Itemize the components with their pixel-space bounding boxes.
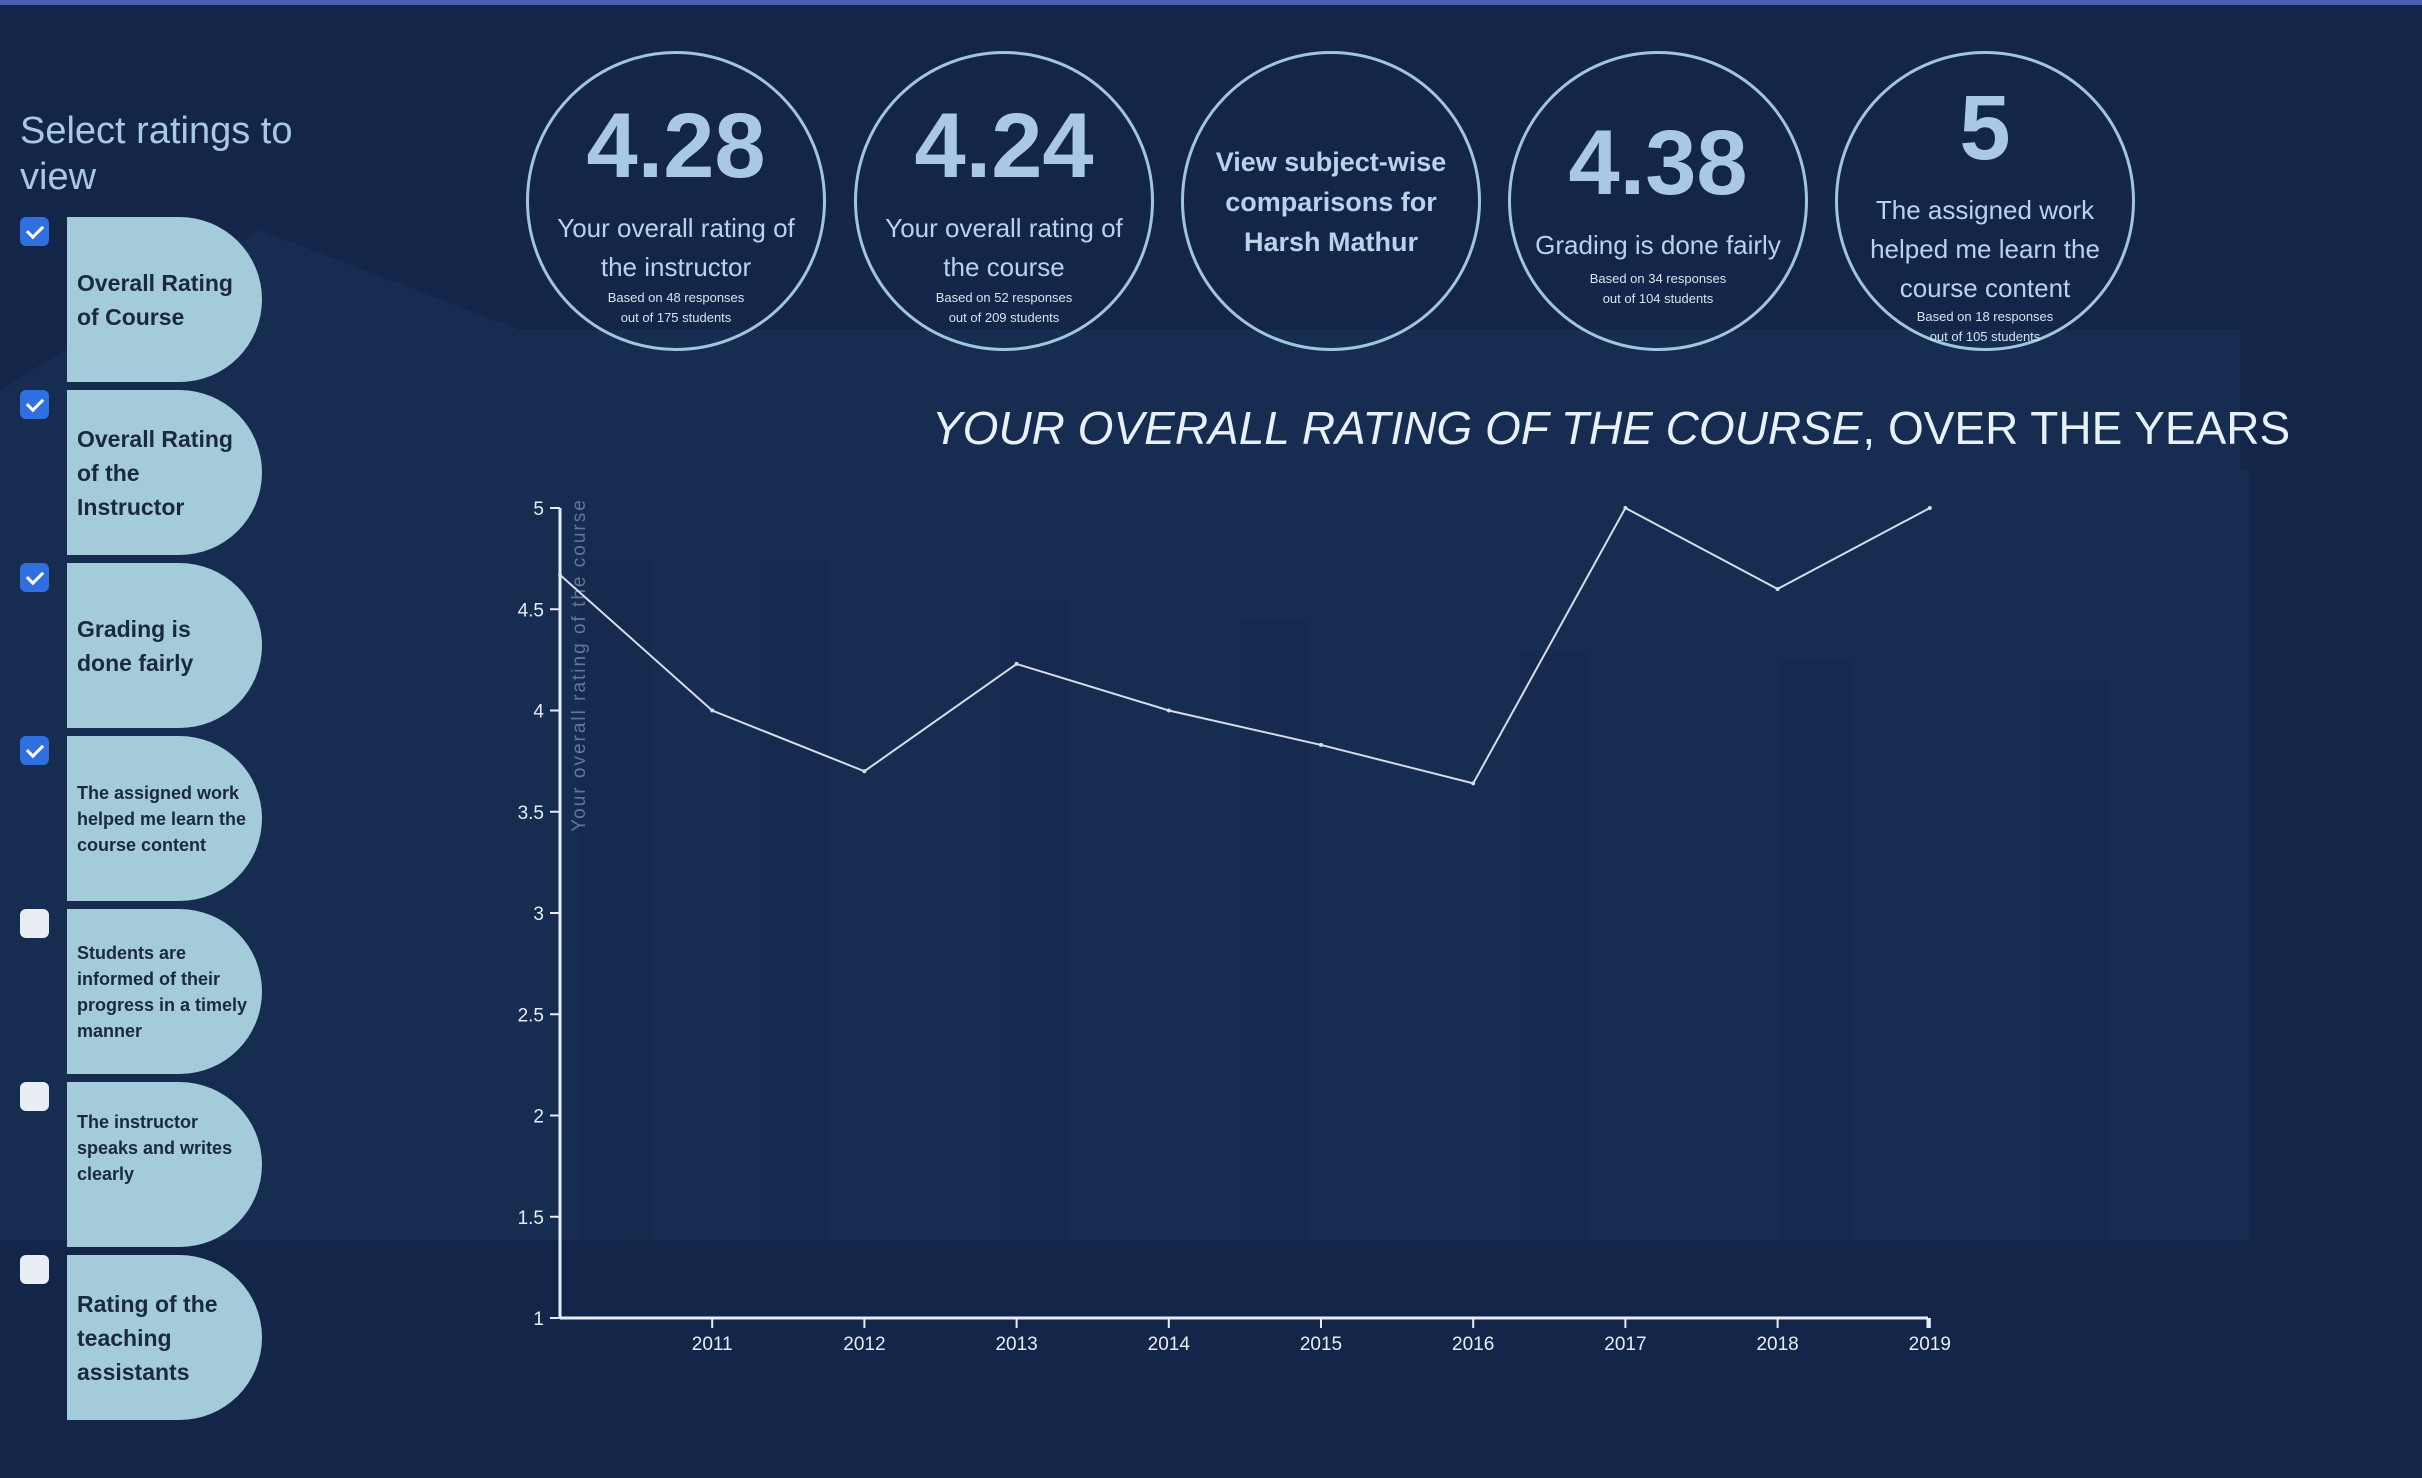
rating-pill-grading-fair[interactable]: Grading is done fairly: [67, 563, 262, 728]
rating-item-progress-informed[interactable]: Students are informed of their progress …: [20, 909, 270, 1074]
stat-students-note: out of 105 students: [1929, 329, 2041, 344]
y-tick-label: 3: [533, 904, 544, 925]
rating-pill-overall-instructor[interactable]: Overall Rating of the Instructor: [67, 390, 262, 555]
checkbox-overall-course[interactable]: [20, 217, 49, 246]
stat-responses-note: Based on 52 responses: [935, 290, 1073, 305]
y-tick-label: 1: [533, 1309, 544, 1330]
x-tick-label: 2011: [692, 1334, 733, 1355]
stat-label: Grading is done fairly: [1535, 230, 1781, 260]
rating-label: The assigned work helped me learn the co…: [77, 782, 247, 855]
stat-responses-note: Based on 34 responses: [1589, 271, 1727, 286]
rating-item-overall-instructor[interactable]: Overall Rating of the Instructor: [20, 390, 270, 555]
top-accent-bar: [0, 0, 2422, 5]
x-tick-label: 2015: [1300, 1334, 1342, 1355]
stat-students-note: out of 209 students: [948, 310, 1060, 325]
data-point: [558, 572, 562, 577]
stat-value: 4.24: [914, 95, 1094, 197]
rating-label: Grading is done fairly: [77, 615, 194, 676]
rating-item-overall-course[interactable]: Overall Rating of Course: [20, 217, 270, 382]
rating-label: Overall Rating of Course: [77, 269, 233, 330]
rating-label: Students are informed of their progress …: [77, 942, 248, 1041]
stat-students-note: out of 104 students: [1602, 291, 1714, 306]
y-tick-label: 1.5: [518, 1208, 544, 1229]
data-point: [1319, 742, 1323, 747]
stat-label: The assigned work helped me learn the co…: [1870, 195, 2100, 303]
y-tick-label: 4.5: [518, 600, 544, 621]
data-point: [1927, 506, 1932, 510]
data-point: [710, 708, 715, 713]
checkbox-assigned-work[interactable]: [20, 736, 49, 765]
stat-value: 4.38: [1568, 112, 1748, 214]
checkbox-speaks-clearly[interactable]: [20, 1082, 49, 1111]
rating-item-assigned-work[interactable]: The assigned work helped me learn the co…: [20, 736, 270, 901]
rating-pill-overall-course[interactable]: Overall Rating of Course: [67, 217, 262, 382]
chart-title-italic: YOUR OVERALL RATING OF THE COURSE: [932, 402, 1863, 454]
stat-circle-assigned-work: 5 The assigned work helped me learn the …: [1835, 51, 2135, 351]
checkbox-teaching-assistants[interactable]: [20, 1255, 49, 1284]
stat-responses-note: Based on 18 responses: [1916, 309, 2054, 324]
rating-pill-speaks-clearly[interactable]: The instructor speaks and writes clearly: [67, 1082, 262, 1247]
stat-label: Your overall rating of the instructor: [557, 213, 795, 282]
y-tick-label: 3.5: [518, 803, 544, 824]
data-point: [1623, 506, 1628, 510]
rating-pill-teaching-assistants[interactable]: Rating of the teaching assistants: [67, 1255, 262, 1420]
y-tick-label: 5: [533, 499, 544, 520]
rating-pill-progress-informed[interactable]: Students are informed of their progress …: [67, 909, 262, 1074]
y-tick-label: 2.5: [518, 1005, 544, 1026]
rating-label: Overall Rating of the Instructor: [77, 425, 233, 520]
rating-item-speaks-clearly[interactable]: The instructor speaks and writes clearly: [20, 1082, 270, 1247]
chart-title-rest: , OVER THE YEARS: [1862, 402, 2291, 454]
stat-circle-instructor: 4.28 Your overall rating of the instruct…: [526, 51, 826, 351]
rating-label: The instructor speaks and writes clearly: [77, 1112, 233, 1184]
rating-pill-assigned-work[interactable]: The assigned work helped me learn the co…: [67, 736, 262, 901]
stat-value: 5: [1959, 77, 2011, 179]
rating-item-grading-fair[interactable]: Grading is done fairly: [20, 563, 270, 728]
chart-title: YOUR OVERALL RATING OF THE COURSE, OVER …: [932, 400, 2290, 456]
x-tick-label: 2019: [1909, 1334, 1951, 1355]
stat-circle-grading: 4.38 Grading is done fairly Based on 34 …: [1508, 51, 1808, 351]
data-point: [1471, 781, 1476, 786]
x-tick-label: 2014: [1148, 1334, 1191, 1355]
checkbox-grading-fair[interactable]: [20, 563, 49, 592]
x-tick-label: 2018: [1756, 1334, 1798, 1355]
data-point: [1014, 661, 1019, 666]
stat-students-note: out of 175 students: [620, 310, 732, 325]
x-tick-label: 2012: [843, 1334, 885, 1355]
rating-item-teaching-assistants[interactable]: Rating of the teaching assistants: [20, 1255, 270, 1420]
y-tick-label: 2: [533, 1107, 544, 1128]
series-line: [559, 506, 1931, 785]
data-point: [1166, 708, 1171, 713]
stat-circle-course: 4.24 Your overall rating of the course B…: [854, 51, 1154, 351]
y-axis-label: Your overall rating of the course: [569, 498, 590, 832]
subject-comparison-link[interactable]: View subject-wise comparisons for Harsh …: [1181, 51, 1481, 351]
y-tick-label: 4: [533, 702, 544, 723]
x-tick-label: 2016: [1452, 1334, 1494, 1355]
stat-label: Your overall rating of the course: [885, 213, 1123, 282]
rating-label: Rating of the teaching assistants: [77, 1290, 218, 1385]
x-tick-label: 2017: [1604, 1334, 1646, 1355]
sidebar-title: Select ratings to view: [20, 110, 293, 198]
stat-value: 4.28: [586, 95, 766, 197]
stat-responses-note: Based on 48 responses: [607, 290, 745, 305]
data-point: [1775, 587, 1780, 591]
x-tick-label: 2013: [995, 1334, 1037, 1355]
checkbox-progress-informed[interactable]: [20, 909, 49, 938]
data-point: [862, 769, 867, 774]
subject-comparison-link-text[interactable]: View subject-wise comparisons for Harsh …: [1215, 147, 1447, 257]
checkbox-overall-instructor[interactable]: [20, 390, 49, 419]
